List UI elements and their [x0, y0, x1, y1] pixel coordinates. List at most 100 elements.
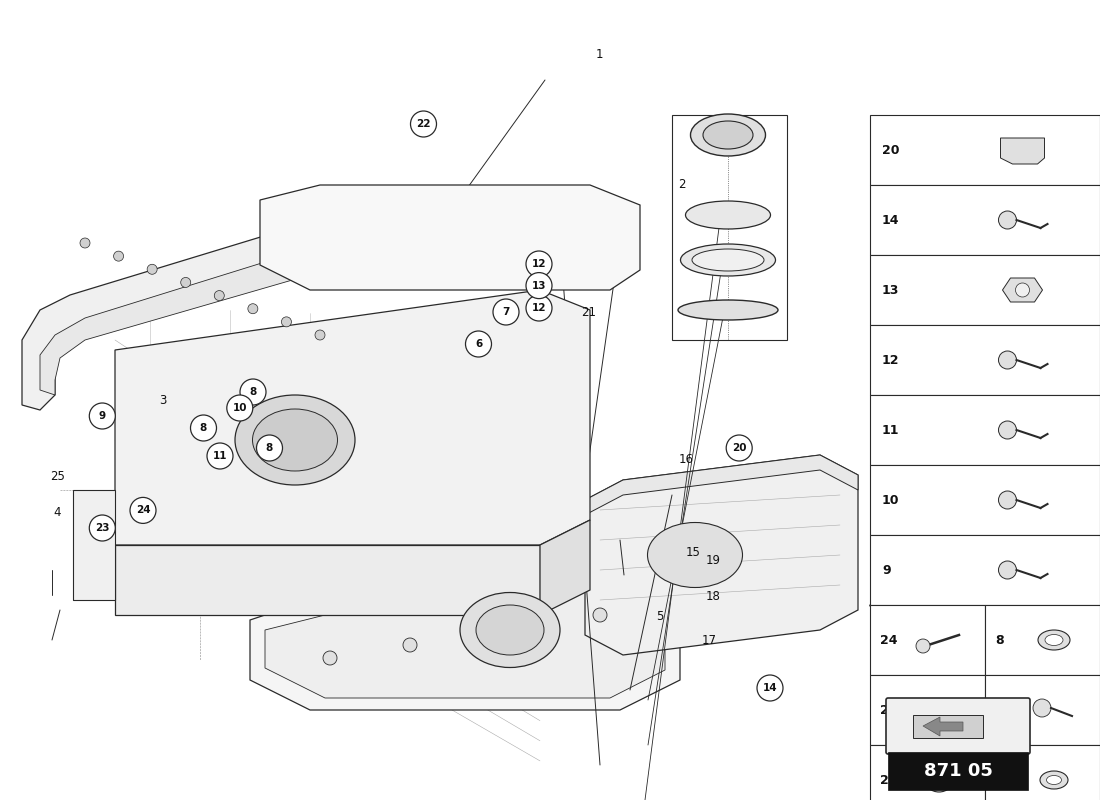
Ellipse shape	[1046, 775, 1062, 785]
Circle shape	[410, 111, 437, 137]
Text: 21: 21	[581, 306, 596, 318]
Bar	[870, 185, 1100, 255]
Polygon shape	[1002, 278, 1043, 302]
Bar	[984, 745, 1100, 800]
Text: 8: 8	[996, 634, 1003, 646]
Text: 12: 12	[882, 354, 900, 366]
Text: 1: 1	[596, 48, 603, 61]
Text: 14: 14	[762, 683, 778, 693]
Polygon shape	[73, 490, 116, 600]
Ellipse shape	[253, 409, 338, 471]
Circle shape	[248, 304, 257, 314]
Circle shape	[933, 704, 945, 716]
Text: 10: 10	[232, 403, 248, 413]
Text: 20: 20	[882, 143, 900, 157]
Circle shape	[999, 561, 1016, 579]
Circle shape	[999, 211, 1016, 229]
Text: 24: 24	[880, 634, 898, 646]
Circle shape	[180, 278, 190, 287]
Ellipse shape	[648, 522, 742, 587]
Circle shape	[89, 515, 116, 541]
Text: 7: 7	[996, 703, 1003, 717]
Circle shape	[190, 415, 217, 441]
Text: 6: 6	[996, 774, 1003, 786]
Text: eldo: eldo	[162, 362, 598, 538]
Text: 13: 13	[882, 283, 900, 297]
Text: 22: 22	[416, 119, 431, 129]
Ellipse shape	[692, 249, 764, 271]
Bar	[984, 605, 1100, 675]
Bar	[870, 395, 1100, 465]
Text: 25: 25	[50, 470, 65, 482]
Polygon shape	[265, 570, 666, 698]
Polygon shape	[585, 455, 858, 655]
Bar	[984, 675, 1100, 745]
Ellipse shape	[678, 300, 778, 320]
Text: 18: 18	[705, 590, 720, 602]
Text: 17: 17	[702, 634, 717, 646]
Text: 8: 8	[200, 423, 207, 433]
Circle shape	[256, 435, 283, 461]
Text: 4: 4	[54, 506, 60, 518]
Polygon shape	[22, 215, 370, 410]
Circle shape	[999, 351, 1016, 369]
Text: 12: 12	[531, 303, 547, 313]
Circle shape	[1033, 699, 1050, 717]
FancyBboxPatch shape	[886, 698, 1030, 754]
Polygon shape	[1001, 138, 1045, 164]
Circle shape	[526, 251, 552, 277]
Circle shape	[526, 295, 552, 321]
Text: 3: 3	[160, 394, 166, 406]
Ellipse shape	[691, 114, 766, 156]
Text: 13: 13	[531, 281, 547, 290]
Text: 23: 23	[880, 703, 898, 717]
Text: 11: 11	[212, 451, 228, 461]
Circle shape	[916, 639, 930, 653]
Polygon shape	[116, 290, 590, 545]
Text: 24: 24	[135, 506, 151, 515]
Text: 5: 5	[657, 610, 663, 622]
Circle shape	[465, 331, 492, 357]
Text: 15: 15	[685, 546, 701, 558]
Ellipse shape	[925, 768, 953, 792]
Polygon shape	[40, 242, 350, 395]
Ellipse shape	[1040, 771, 1068, 789]
Ellipse shape	[703, 121, 754, 149]
Polygon shape	[540, 520, 590, 615]
Circle shape	[282, 317, 292, 327]
Circle shape	[493, 299, 519, 325]
Circle shape	[323, 651, 337, 665]
Polygon shape	[913, 715, 983, 738]
Polygon shape	[116, 545, 540, 615]
Circle shape	[526, 273, 552, 298]
Bar	[888, 752, 1028, 790]
Text: 8: 8	[250, 387, 256, 397]
Text: 12: 12	[531, 259, 547, 269]
Ellipse shape	[1038, 630, 1070, 650]
Text: a passion for parts since 1985: a passion for parts since 1985	[170, 556, 590, 584]
Ellipse shape	[476, 605, 544, 655]
Bar	[870, 535, 1100, 605]
Circle shape	[113, 251, 123, 261]
Text: 8: 8	[266, 443, 273, 453]
Circle shape	[726, 435, 752, 461]
Ellipse shape	[685, 201, 770, 229]
Text: 7: 7	[503, 307, 509, 317]
Text: 19: 19	[705, 554, 720, 566]
Circle shape	[999, 491, 1016, 509]
Text: 6: 6	[475, 339, 482, 349]
Bar	[870, 605, 984, 675]
Circle shape	[999, 421, 1016, 439]
Text: 23: 23	[95, 523, 110, 533]
Ellipse shape	[681, 244, 776, 276]
Circle shape	[593, 608, 607, 622]
Text: 14: 14	[882, 214, 900, 226]
Circle shape	[147, 264, 157, 274]
Ellipse shape	[460, 593, 560, 667]
Polygon shape	[585, 455, 858, 515]
Polygon shape	[250, 555, 680, 710]
Text: 16: 16	[679, 454, 694, 466]
Text: 11: 11	[882, 423, 900, 437]
Text: 2: 2	[679, 178, 685, 190]
Polygon shape	[260, 185, 640, 290]
